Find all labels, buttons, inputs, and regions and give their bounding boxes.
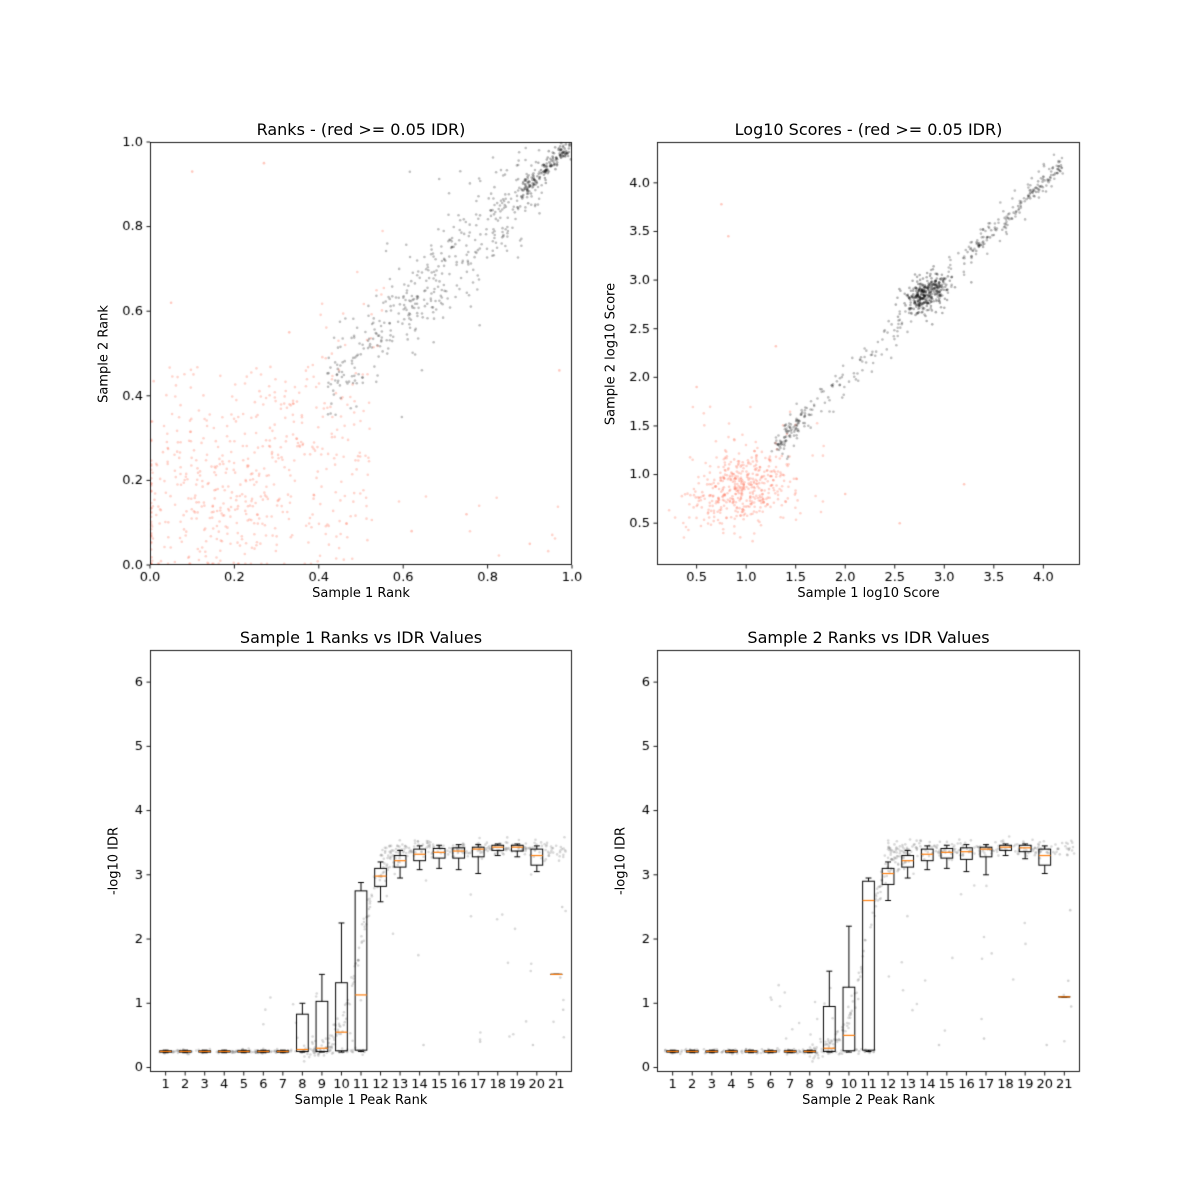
plot-title: Sample 1 Ranks vs IDR Values [239, 628, 483, 647]
y-axis-label: -log10 IDR [106, 826, 122, 896]
plot-title: Ranks - (red >= 0.05 IDR) [256, 120, 466, 139]
x-axis-label: Sample 1 Rank [312, 586, 410, 601]
y-axis-label: -log10 IDR [613, 826, 629, 896]
x-axis-label: Sample 1 Peak Rank [294, 1093, 428, 1108]
x-axis-label: Sample 2 Peak Rank [802, 1093, 935, 1108]
plot-title: Sample 2 Ranks vs IDR Values [747, 628, 990, 647]
plot-title: Log10 Scores - (red >= 0.05 IDR) [734, 120, 1003, 139]
y-axis-label: Sample 2 log10 Score [603, 282, 619, 425]
x-axis-label: Sample 1 log10 Score [797, 586, 940, 601]
y-axis-label: Sample 2 Rank [96, 304, 112, 403]
